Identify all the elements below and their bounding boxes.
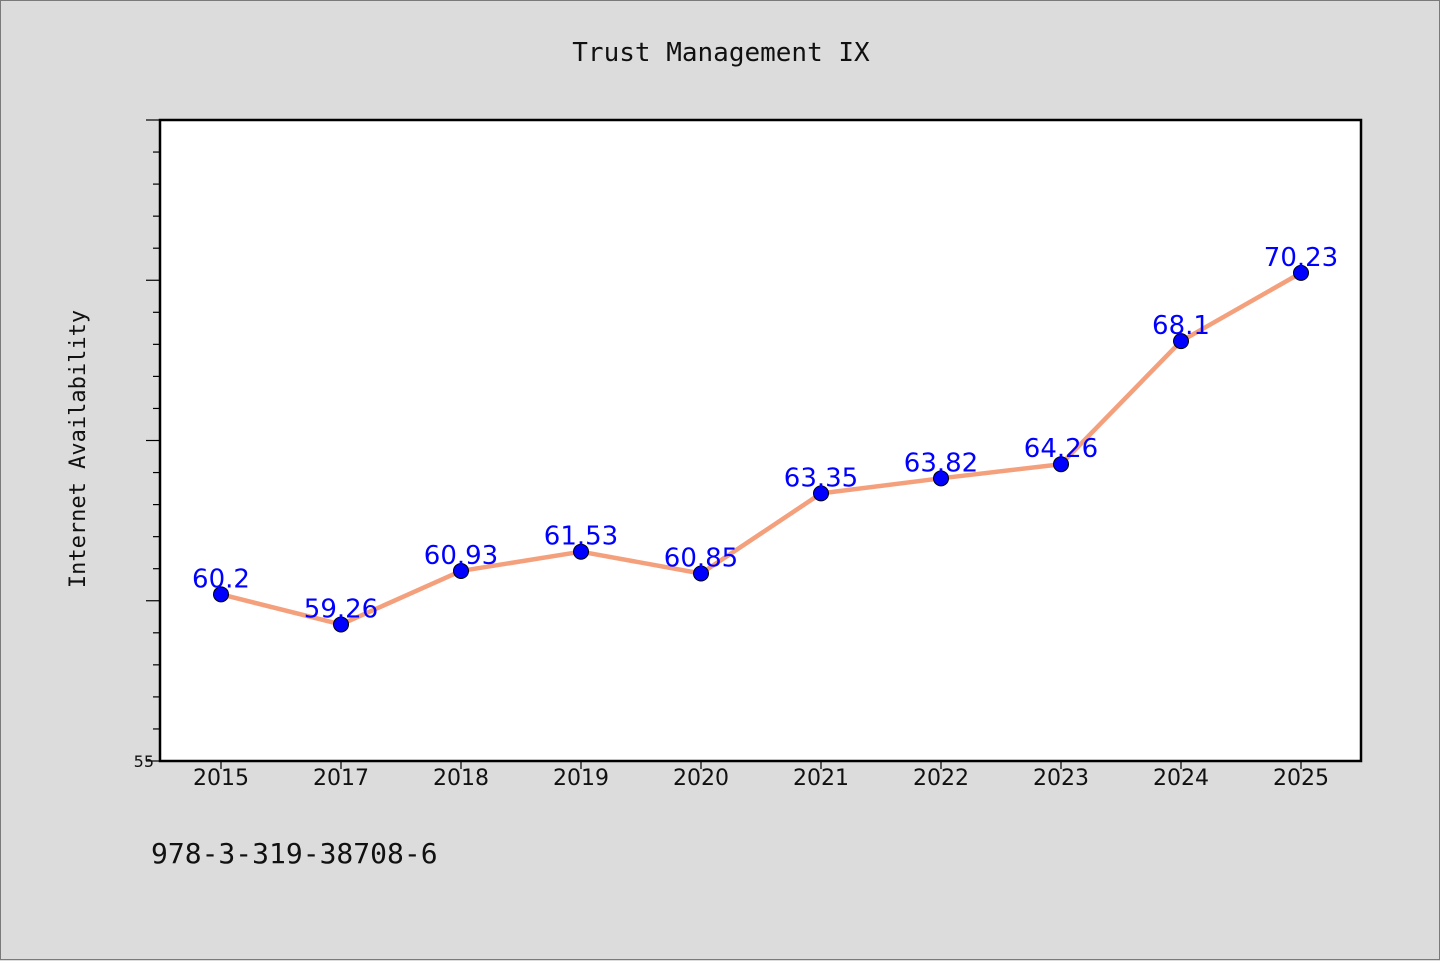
data-point	[1173, 333, 1189, 350]
x-tick-label: 2017	[313, 766, 369, 791]
data-point	[213, 586, 229, 603]
data-point	[693, 565, 709, 582]
series-line	[220, 270, 1303, 627]
data-label: 63.82	[904, 448, 978, 478]
plot-area	[158, 118, 1363, 763]
x-tick-label: 2021	[793, 766, 849, 791]
data-label: 68.1	[1152, 311, 1210, 341]
x-tick-label: 2015	[193, 766, 249, 791]
data-label: 61.53	[544, 522, 618, 552]
x-tick-label: 2019	[553, 766, 609, 791]
x-tick-label: 2024	[1153, 766, 1209, 791]
chart-title: Trust Management IX	[572, 38, 870, 68]
x-tick-label: 2025	[1273, 766, 1329, 791]
x-tick-label: 2023	[1033, 766, 1089, 791]
data-point	[333, 616, 349, 633]
data-label: 60.85	[664, 544, 738, 574]
x-tick-label: 2022	[913, 766, 969, 791]
y-axis-ticks	[146, 119, 160, 762]
data-label: 59.26	[304, 594, 378, 624]
footer-isbn: 978-3-319-38708-6	[151, 837, 438, 870]
series-group: 60.2 59.26 60.93 61.53 60.85 63.35 63.82 64.26 6…	[192, 243, 1338, 633]
data-label: 60.93	[424, 541, 498, 571]
data-label: 70.23	[1264, 243, 1338, 273]
data-point	[933, 470, 949, 487]
x-tick-label: 2018	[433, 766, 489, 791]
data-label: 60.2	[192, 564, 250, 594]
data-point	[1053, 456, 1069, 473]
x-tick-label: 2020	[673, 766, 729, 791]
x-axis: 2015 2017 2018 2019 2020 2021 2022 2023 2024 2025	[193, 761, 1329, 791]
data-label: 63.35	[784, 463, 858, 493]
data-point	[573, 543, 589, 560]
y-tick-label-55: 55	[134, 752, 154, 771]
y-axis-label: Internet Availability	[66, 310, 91, 588]
data-point	[813, 485, 829, 502]
data-label: 64.26	[1024, 434, 1098, 464]
data-point	[1293, 264, 1309, 281]
data-point	[453, 562, 469, 579]
